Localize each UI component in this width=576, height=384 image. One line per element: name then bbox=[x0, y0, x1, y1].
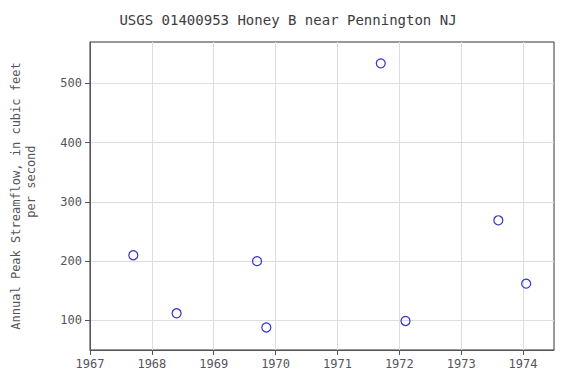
svg-text:1969: 1969 bbox=[199, 357, 228, 371]
svg-text:1970: 1970 bbox=[261, 357, 290, 371]
svg-text:per second: per second bbox=[24, 145, 38, 246]
svg-text:100: 100 bbox=[60, 313, 82, 327]
svg-text:Annual Peak Streamflow, in cub: Annual Peak Streamflow, in cubic feet bbox=[9, 62, 23, 329]
svg-text:1968: 1968 bbox=[137, 357, 166, 371]
svg-text:500: 500 bbox=[60, 76, 82, 90]
svg-text:400: 400 bbox=[60, 136, 82, 150]
svg-text:1974: 1974 bbox=[509, 357, 538, 371]
svg-text:300: 300 bbox=[60, 195, 82, 209]
svg-text:1971: 1971 bbox=[323, 357, 352, 371]
svg-text:1973: 1973 bbox=[447, 357, 476, 371]
svg-text:1972: 1972 bbox=[385, 357, 414, 371]
svg-text:USGS 01400953 Honey B near Pen: USGS 01400953 Honey B near Pennington NJ bbox=[119, 12, 456, 28]
svg-text:1967: 1967 bbox=[76, 357, 105, 371]
svg-text:200: 200 bbox=[60, 254, 82, 268]
